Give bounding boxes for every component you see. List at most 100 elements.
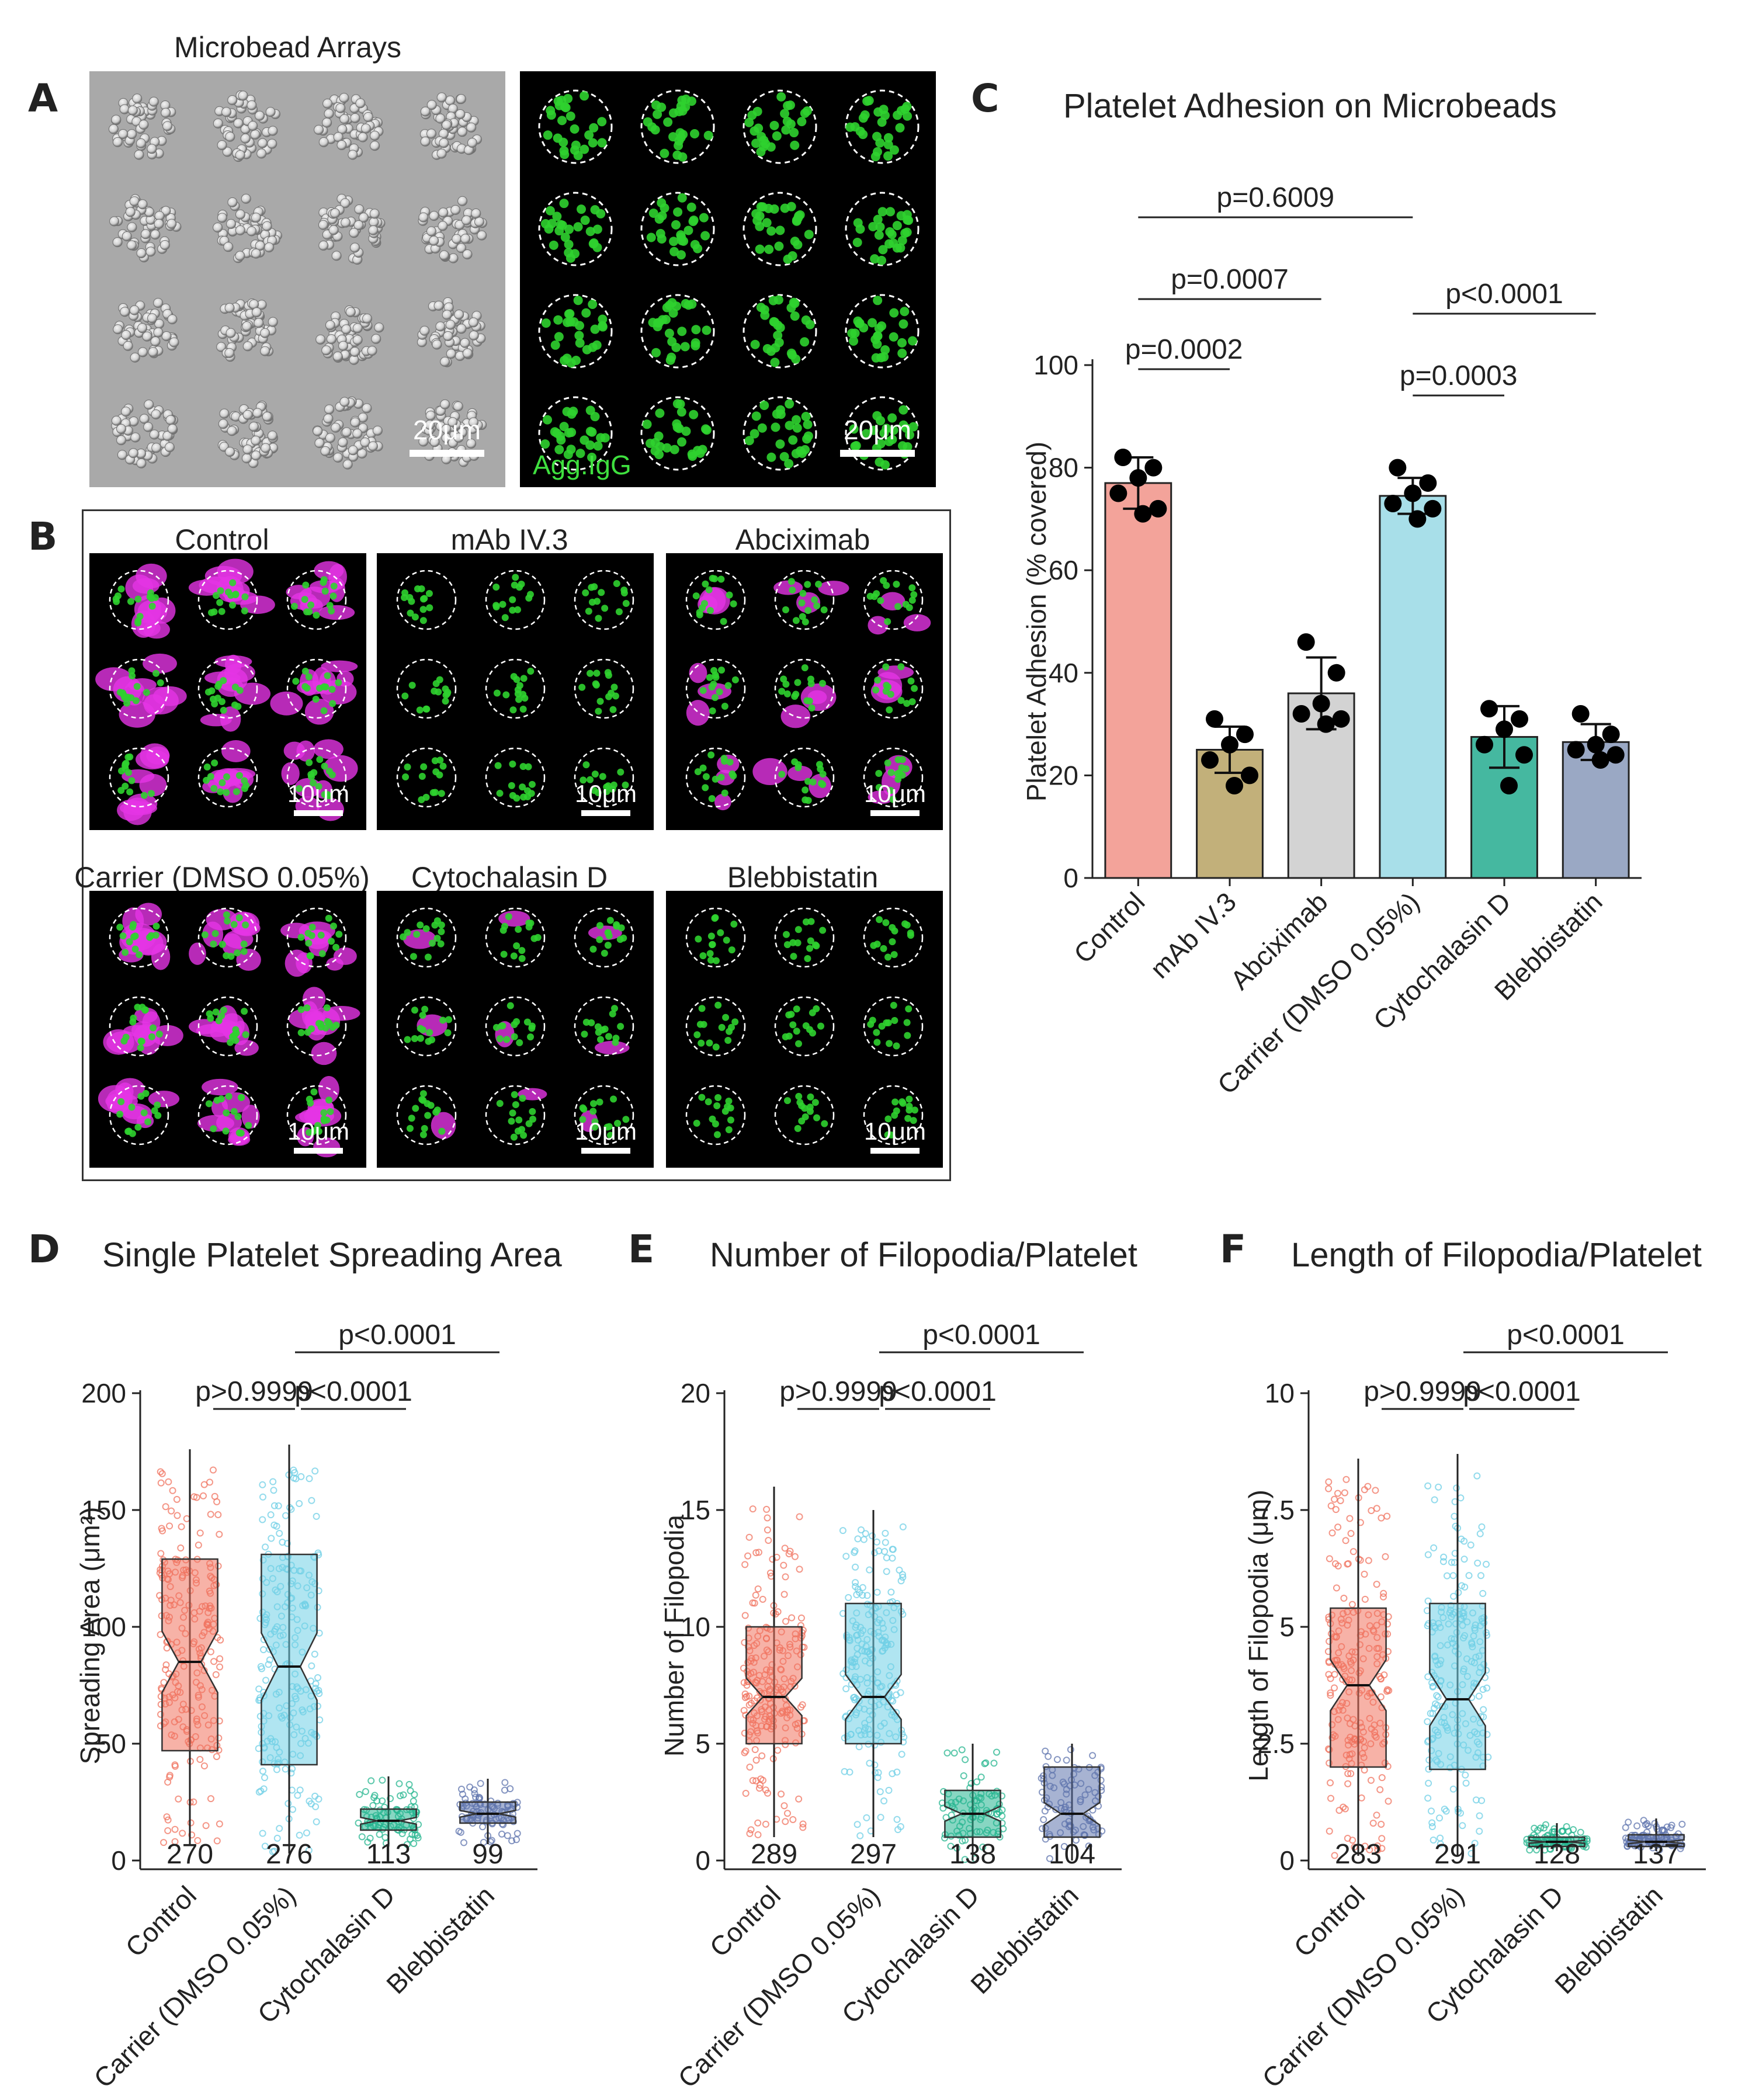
fluor-bead xyxy=(585,227,595,237)
fluor-bead xyxy=(671,220,681,230)
fluor-bead xyxy=(590,324,600,334)
bead-dot xyxy=(436,676,443,683)
well-outline xyxy=(863,907,924,968)
bead-dot xyxy=(129,1018,137,1026)
bead-dot xyxy=(873,1029,880,1036)
fluor-bead xyxy=(547,218,557,228)
data-point xyxy=(1496,720,1513,738)
bead-dot xyxy=(783,690,791,697)
jitter-point xyxy=(267,1511,275,1519)
jitter-point xyxy=(1643,1820,1651,1827)
bead-dot xyxy=(417,1035,424,1042)
platelet-spot xyxy=(314,561,344,580)
jitter-point xyxy=(1344,1770,1352,1778)
fluor-bead xyxy=(785,399,795,409)
jitter-point xyxy=(163,1644,171,1652)
jitter-point xyxy=(752,1591,759,1599)
x-tick-label: Control xyxy=(1068,886,1151,969)
bead-dot xyxy=(581,1030,588,1038)
jitter-point xyxy=(1452,1522,1459,1530)
sem-bead xyxy=(127,129,137,140)
well-outline xyxy=(197,996,258,1057)
bead-dot xyxy=(582,589,589,596)
fluor-bead xyxy=(769,120,779,130)
jitter-point xyxy=(1449,1572,1457,1580)
sem-bead xyxy=(354,204,365,214)
jitter-point xyxy=(269,1478,277,1485)
bead-dot xyxy=(310,769,318,776)
jitter-point xyxy=(157,1468,164,1476)
bead-dot xyxy=(519,783,526,791)
fluor-bead xyxy=(750,429,759,439)
bead-dot xyxy=(613,921,620,929)
jitter-point xyxy=(742,1790,750,1797)
bead-dot xyxy=(709,1115,716,1123)
jitter-point xyxy=(471,1790,478,1797)
fluor-bead xyxy=(751,411,761,421)
fluor-bead xyxy=(650,446,660,456)
sem-bead xyxy=(446,349,456,359)
bead-dot xyxy=(793,1028,800,1035)
bead-dot xyxy=(884,1115,892,1123)
fluor-bead xyxy=(540,439,550,449)
fluor-bead xyxy=(552,211,562,221)
data-point xyxy=(1602,726,1620,744)
panel-letter-b: B xyxy=(28,514,58,559)
sem-bead xyxy=(456,94,466,105)
fluor-bead xyxy=(852,238,862,248)
fluor-bead xyxy=(667,336,677,346)
y-tick-label: 15 xyxy=(681,1495,710,1525)
y-tick-label: 0 xyxy=(695,1845,710,1876)
sem-bead xyxy=(352,323,363,334)
bead-dot xyxy=(693,1119,700,1127)
bead-dot xyxy=(819,926,827,934)
sem-bead xyxy=(151,443,162,453)
jitter-point xyxy=(743,1693,751,1700)
bead-dot xyxy=(229,579,237,586)
sem-bead xyxy=(438,221,448,231)
jitter-point xyxy=(860,1536,868,1543)
well-outline xyxy=(485,996,546,1057)
jitter-point xyxy=(1327,1794,1335,1802)
jitter-point xyxy=(296,1831,303,1839)
data-point xyxy=(1317,715,1335,733)
bead-dot xyxy=(712,957,720,964)
well-outline xyxy=(485,658,546,719)
sem-bead xyxy=(433,300,444,311)
platelet-spot xyxy=(280,922,311,939)
sem-bead xyxy=(419,325,430,336)
sem-bead xyxy=(432,339,442,350)
data-point xyxy=(1480,700,1498,718)
bead-dot xyxy=(598,589,605,596)
fluor-bead xyxy=(582,345,592,355)
sem-bead xyxy=(143,422,154,432)
jitter-point xyxy=(871,1769,879,1776)
data-point xyxy=(1206,710,1223,728)
sem-bead xyxy=(148,347,158,357)
n-label: 138 xyxy=(949,1839,996,1870)
sem-bead xyxy=(367,441,378,452)
bead-dot xyxy=(492,1023,500,1031)
jitter-point xyxy=(953,1844,961,1852)
bead-dot xyxy=(419,617,427,624)
microscopy-tile: 10μm xyxy=(89,891,366,1168)
platelet-spot xyxy=(752,758,787,785)
sem-bead xyxy=(448,253,459,263)
fluor-bead xyxy=(585,440,595,450)
fluor-bead xyxy=(871,353,881,363)
fluor-bead xyxy=(908,422,918,432)
fluor-bead xyxy=(593,441,603,451)
jitter-point xyxy=(858,1526,865,1533)
bead-dot xyxy=(778,688,786,695)
sem-bead xyxy=(468,317,478,328)
fluor-bead xyxy=(664,300,674,310)
p-value-label: p<0.0001 xyxy=(338,1320,456,1351)
fluor-bead xyxy=(567,428,577,438)
fluor-bead xyxy=(590,205,600,215)
bead-dot xyxy=(310,1088,318,1096)
sem-bead xyxy=(145,247,156,257)
data-point xyxy=(1109,484,1127,502)
bead-dot xyxy=(216,599,224,606)
jitter-point xyxy=(173,1495,181,1503)
jitter-point xyxy=(1458,1582,1465,1589)
